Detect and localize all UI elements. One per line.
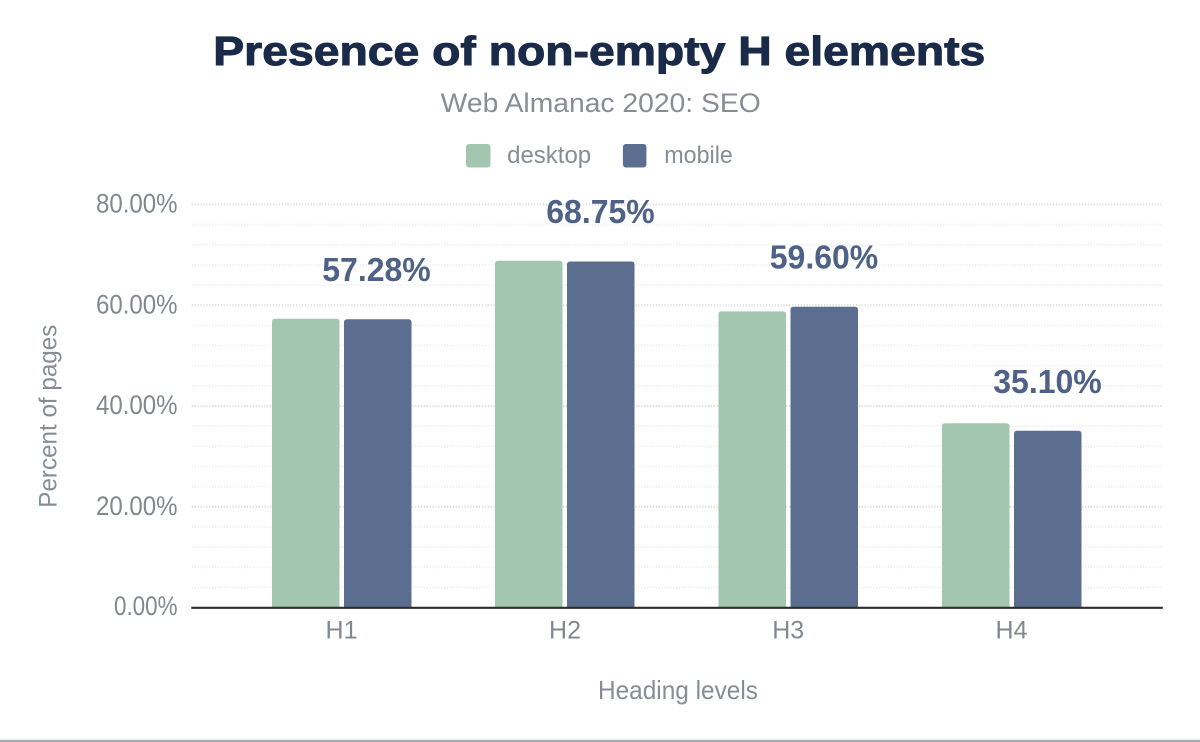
svg-text:40.00%: 40.00% (96, 390, 178, 420)
svg-text:57.28%: 57.28% (322, 251, 431, 288)
svg-text:59.60%: 59.60% (770, 238, 879, 275)
svg-text:60.00%: 60.00% (96, 289, 178, 319)
svg-text:Percent of pages: Percent of pages (34, 325, 62, 508)
svg-text:H3: H3 (772, 617, 804, 645)
svg-text:H4: H4 (996, 617, 1028, 645)
svg-text:80.00%: 80.00% (96, 189, 178, 219)
svg-text:0.00%: 0.00% (114, 591, 178, 621)
svg-text:Heading levels: Heading levels (598, 675, 758, 705)
svg-text:H2: H2 (549, 617, 581, 645)
svg-text:H1: H1 (326, 617, 358, 645)
svg-text:35.10%: 35.10% (993, 363, 1102, 400)
svg-text:Web Almanac 2020: SEO: Web Almanac 2020: SEO (441, 88, 761, 118)
svg-text:mobile: mobile (664, 142, 733, 169)
svg-text:20.00%: 20.00% (96, 491, 178, 521)
svg-text:Presence of non-empty H elemen: Presence of non-empty H elements (213, 28, 985, 74)
svg-text:desktop: desktop (507, 142, 591, 169)
svg-text:68.75%: 68.75% (546, 193, 655, 230)
